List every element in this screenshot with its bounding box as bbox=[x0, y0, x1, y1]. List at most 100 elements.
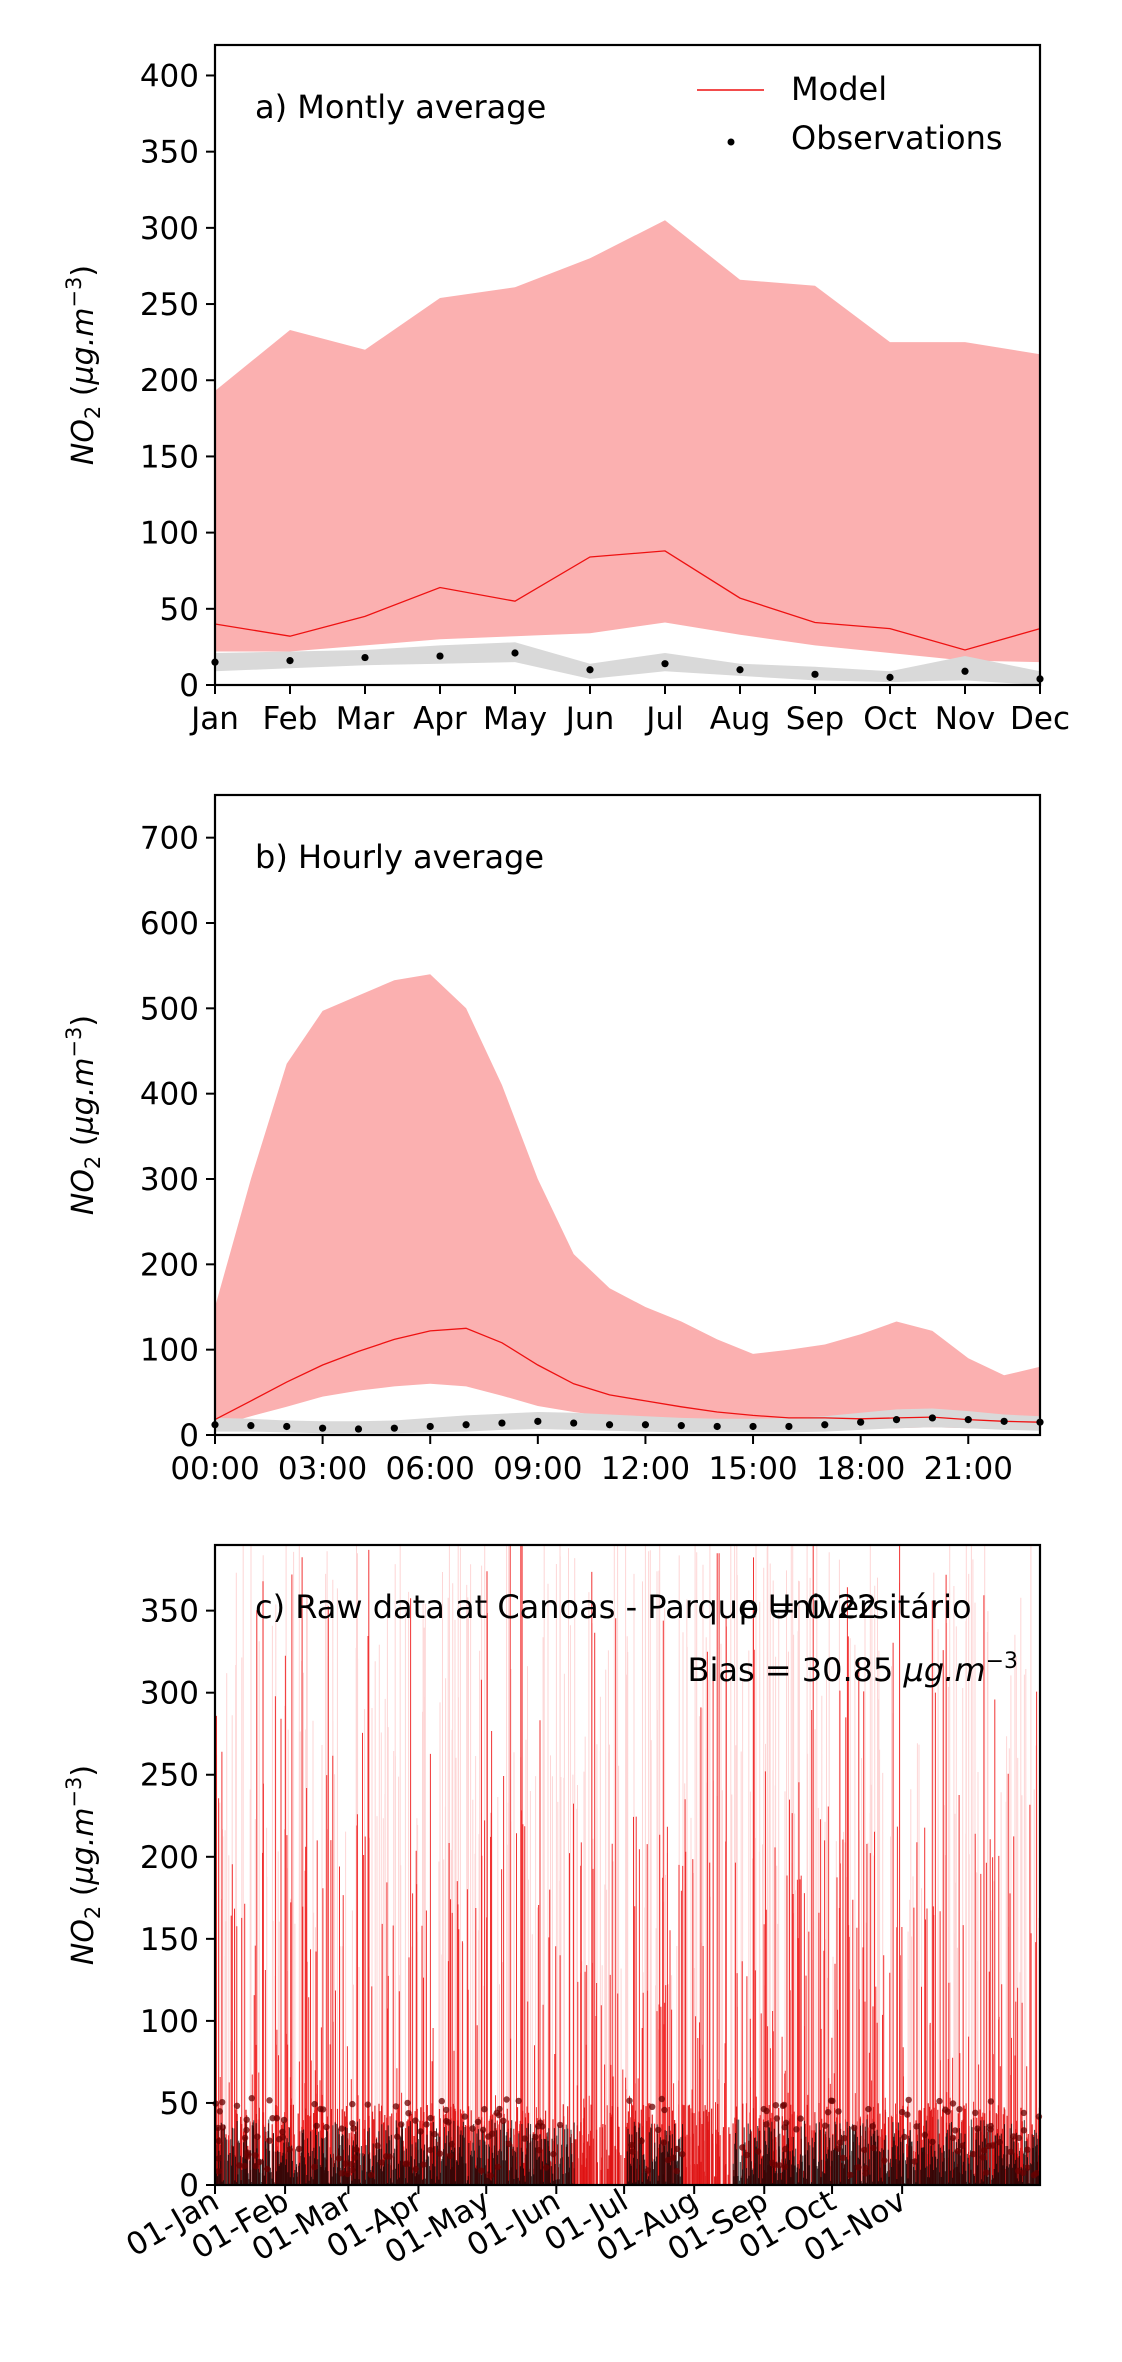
observation-point bbox=[478, 2167, 485, 2174]
observation-point bbox=[785, 1422, 793, 1431]
observation-point bbox=[996, 2139, 1003, 2146]
panel-a: 0 50 100 150 200 250 300 350 400 Jan Feb Mar Apr May J… bbox=[62, 43, 1070, 737]
observation-point bbox=[431, 2130, 438, 2138]
observation-point bbox=[641, 1421, 650, 1429]
observation-point bbox=[443, 2106, 450, 2114]
observation-point bbox=[214, 2124, 222, 2132]
observation-point bbox=[628, 2141, 635, 2149]
observation-point bbox=[485, 2133, 492, 2140]
y-tick-label: 100 bbox=[140, 1333, 199, 1369]
observation-point bbox=[772, 2102, 779, 2109]
y-tick-label: 150 bbox=[140, 1922, 199, 1958]
observation-point bbox=[412, 2117, 419, 2124]
y-tick-label: 200 bbox=[140, 1247, 199, 1283]
observation-point bbox=[870, 2144, 877, 2152]
observation-point bbox=[254, 2133, 261, 2140]
observation-point bbox=[500, 2117, 507, 2124]
observation-point bbox=[349, 2120, 356, 2127]
observation-point bbox=[536, 2147, 543, 2154]
panel-a-title: a) Montly average bbox=[255, 88, 546, 126]
y-tick-label: 700 bbox=[140, 821, 199, 857]
observation-point bbox=[335, 2155, 342, 2162]
observation-point bbox=[837, 2139, 844, 2146]
observations-range-band bbox=[215, 1408, 1040, 1434]
y-tick-label: 50 bbox=[160, 2086, 199, 2122]
observation-point bbox=[426, 1422, 434, 1431]
observation-point bbox=[921, 2131, 929, 2139]
observation-point bbox=[655, 2126, 662, 2134]
observation-point bbox=[394, 2133, 401, 2140]
y-tick-label: 200 bbox=[140, 1840, 199, 1876]
observation-point bbox=[822, 2122, 829, 2129]
observation-point bbox=[417, 2128, 424, 2135]
observation-point bbox=[983, 2169, 990, 2176]
observation-point bbox=[952, 2127, 959, 2134]
observation-point bbox=[760, 2105, 767, 2113]
observation-point bbox=[443, 2117, 450, 2125]
observation-point bbox=[739, 2144, 746, 2151]
observation-point bbox=[266, 2137, 273, 2144]
observation-point bbox=[556, 2121, 564, 2129]
y-tick-label: 200 bbox=[140, 363, 199, 399]
y-tick-label: 0 bbox=[179, 1418, 199, 1454]
observation-point bbox=[886, 673, 894, 681]
observation-point bbox=[586, 666, 594, 674]
observation-point bbox=[905, 2096, 912, 2104]
observation-point bbox=[981, 2147, 988, 2154]
observation-point bbox=[386, 2153, 393, 2160]
observation-point bbox=[797, 2115, 804, 2122]
observation-point bbox=[847, 2171, 854, 2179]
observation-point bbox=[713, 1422, 721, 1431]
observation-point bbox=[862, 2165, 869, 2172]
panel-c-ylabel: NO2 (µg.m−3) bbox=[62, 1765, 105, 1965]
observation-point bbox=[323, 2123, 330, 2131]
observation-point bbox=[855, 2164, 862, 2171]
observation-point bbox=[1000, 1417, 1008, 1425]
observation-point bbox=[364, 2101, 371, 2108]
observation-point bbox=[781, 2163, 789, 2170]
observation-point bbox=[252, 2163, 259, 2170]
observation-point bbox=[398, 2121, 405, 2128]
observation-point bbox=[974, 2125, 981, 2132]
observation-point bbox=[811, 670, 819, 678]
observation-point bbox=[827, 2097, 835, 2104]
panel-a-frame bbox=[213, 43, 1042, 687]
observation-point bbox=[861, 2146, 868, 2154]
panel-b-title: b) Hourly average bbox=[255, 838, 544, 876]
y-tick-label: 250 bbox=[140, 1758, 199, 1794]
observation-point bbox=[243, 2116, 250, 2123]
observation-point bbox=[942, 2106, 949, 2113]
observation-point bbox=[970, 2150, 977, 2158]
observation-point bbox=[865, 2105, 872, 2113]
y-tick-label: 0 bbox=[179, 2168, 199, 2204]
observation-point bbox=[754, 2148, 762, 2155]
observation-point bbox=[319, 1424, 327, 1432]
model-mean-line bbox=[214, 1327, 1041, 1423]
observation-point bbox=[283, 1422, 291, 1431]
observation-point bbox=[241, 2162, 248, 2170]
observation-point bbox=[266, 2097, 273, 2104]
x-tick-label: Oct bbox=[863, 701, 917, 737]
y-tick-label: 250 bbox=[140, 287, 199, 323]
observation-point bbox=[479, 2126, 487, 2134]
observation-point bbox=[247, 1422, 255, 1430]
observation-point bbox=[219, 2124, 226, 2131]
x-tick-label: 09:00 bbox=[493, 1451, 582, 1487]
observation-point bbox=[244, 2149, 251, 2156]
model-range-band bbox=[215, 974, 1040, 1430]
observation-point bbox=[543, 2164, 550, 2171]
observation-point bbox=[869, 2123, 876, 2130]
observation-point bbox=[660, 2139, 667, 2146]
observation-point bbox=[338, 2125, 345, 2132]
observation-point bbox=[252, 2152, 259, 2159]
observation-point bbox=[961, 667, 969, 675]
observation-point bbox=[233, 2102, 241, 2109]
observation-point bbox=[215, 2168, 222, 2175]
observation-point bbox=[776, 2162, 783, 2169]
legend-observations-swatch bbox=[727, 138, 735, 146]
observation-point bbox=[349, 2100, 356, 2108]
observation-point bbox=[949, 2100, 957, 2107]
observation-point bbox=[361, 653, 369, 662]
x-tick-label: 12:00 bbox=[601, 1451, 690, 1487]
observation-point bbox=[447, 2152, 454, 2160]
